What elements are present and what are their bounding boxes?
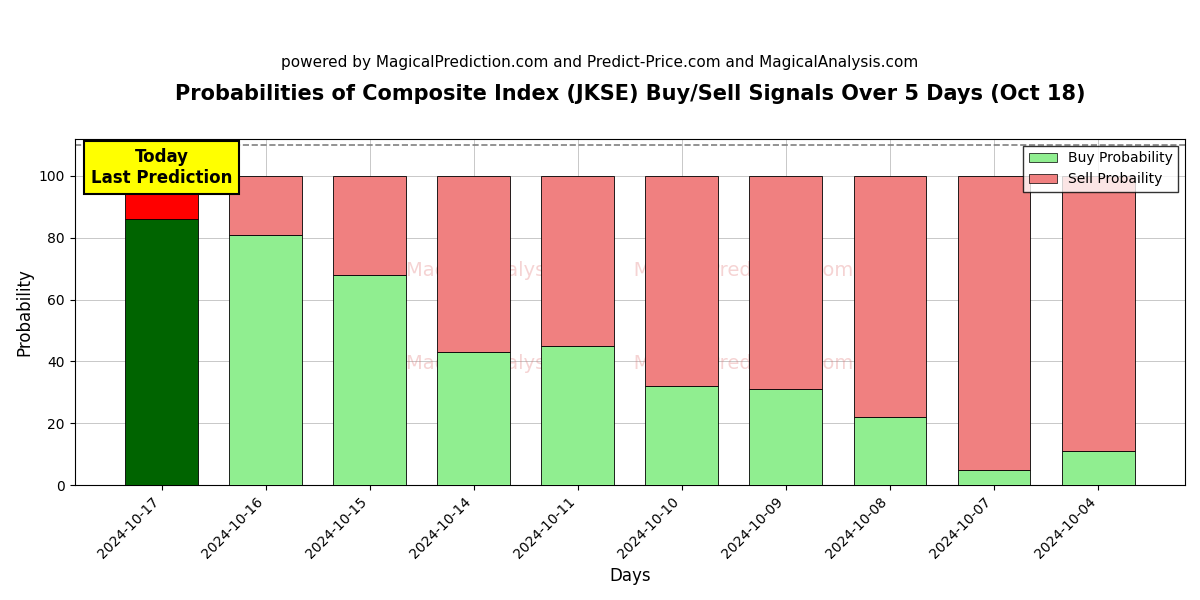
Bar xyxy=(958,470,1031,485)
Bar xyxy=(437,176,510,352)
Text: MagicalAnalysis.com    MagicalPrediction.com: MagicalAnalysis.com MagicalPrediction.co… xyxy=(407,261,853,280)
Bar xyxy=(958,176,1031,470)
Bar xyxy=(853,417,926,485)
Text: MagicalAnalysis.com    MagicalPrediction.com: MagicalAnalysis.com MagicalPrediction.co… xyxy=(407,355,853,373)
Bar xyxy=(750,176,822,389)
Bar xyxy=(646,386,719,485)
Bar xyxy=(853,176,926,417)
Title: Probabilities of Composite Index (JKSE) Buy/Sell Signals Over 5 Days (Oct 18): Probabilities of Composite Index (JKSE) … xyxy=(174,84,1085,104)
Bar xyxy=(437,352,510,485)
Bar xyxy=(646,176,719,386)
Bar xyxy=(229,176,302,235)
Bar xyxy=(125,219,198,485)
Text: powered by MagicalPrediction.com and Predict-Price.com and MagicalAnalysis.com: powered by MagicalPrediction.com and Pre… xyxy=(281,55,919,70)
Y-axis label: Probability: Probability xyxy=(16,268,34,356)
Bar xyxy=(229,235,302,485)
Legend: Buy Probability, Sell Probaility: Buy Probability, Sell Probaility xyxy=(1024,146,1178,192)
Bar xyxy=(1062,176,1134,451)
Bar xyxy=(750,389,822,485)
Bar xyxy=(1062,451,1134,485)
Bar xyxy=(541,176,614,346)
Bar xyxy=(125,176,198,219)
Bar xyxy=(334,176,406,275)
X-axis label: Days: Days xyxy=(610,567,650,585)
Bar xyxy=(334,275,406,485)
Text: Today
Last Prediction: Today Last Prediction xyxy=(91,148,233,187)
Bar xyxy=(541,346,614,485)
